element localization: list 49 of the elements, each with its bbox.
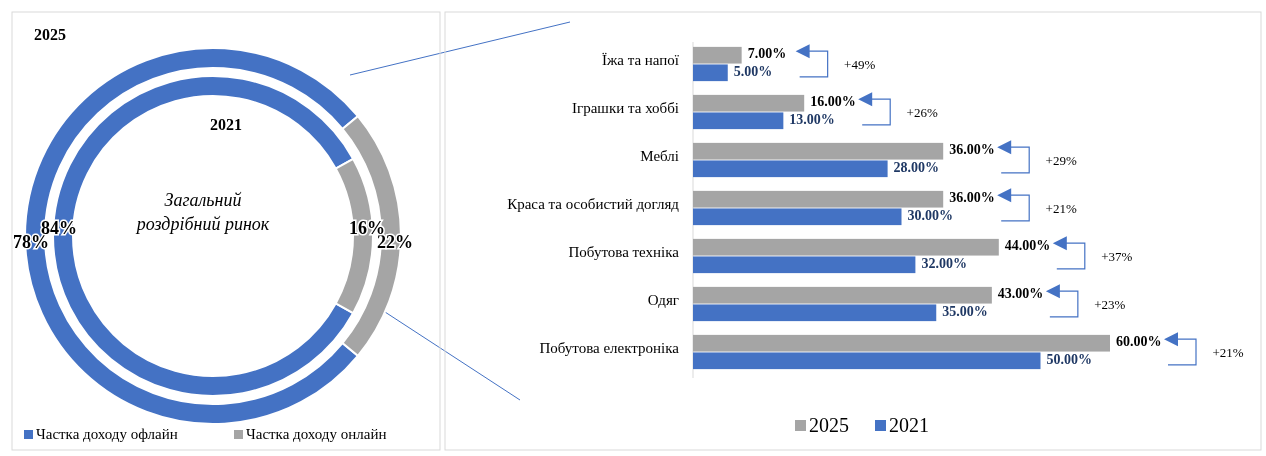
slice-label: 2025 — [34, 26, 66, 43]
bar — [693, 208, 902, 226]
legend-label: Частка доходу онлайн — [246, 426, 387, 442]
y-tick-label: Іграшки та хоббі — [572, 100, 679, 117]
annotation: +23% — [1094, 296, 1126, 312]
bar — [693, 286, 992, 304]
data-label: 28.00% — [893, 160, 940, 175]
text: +21% — [1212, 344, 1244, 360]
y-tick-label: Меблі — [640, 148, 679, 165]
data-label: 43.00% — [997, 286, 1044, 302]
y-tick-label: Побутова техніка — [568, 244, 680, 261]
annotation: +49% — [844, 56, 876, 72]
data-label: 50.00% — [1046, 352, 1092, 367]
bar — [693, 142, 944, 160]
y-tick-label: Краса та особистий догляд — [507, 196, 680, 213]
data-label: 7.00% — [747, 46, 787, 62]
annotation: +37% — [1101, 248, 1133, 264]
legend-label: 2021 — [889, 414, 929, 436]
bar — [693, 334, 1110, 352]
slice-label: 2021 — [210, 116, 242, 133]
bar — [693, 304, 937, 322]
annotation: +26% — [906, 104, 938, 120]
data-label: 13.00% — [789, 112, 835, 127]
data-label: 35.00% — [942, 304, 988, 319]
bar — [693, 94, 805, 112]
y-tick-label: Побутова електроніка — [539, 340, 680, 357]
annotation: +21% — [1045, 200, 1077, 216]
bar — [693, 160, 888, 178]
data-label: 60.00% — [1116, 334, 1162, 350]
bar — [693, 190, 944, 208]
data-label: 30.00% — [907, 208, 953, 223]
bar — [693, 352, 1041, 370]
data-label: 16.00% — [810, 94, 856, 110]
data-label: 5.00% — [733, 64, 773, 79]
bar — [693, 64, 728, 82]
text: Загальний роздрібний ринок — [134, 190, 270, 234]
y-tick-label: Їжа та напої — [601, 52, 680, 69]
y-tick-label: Одяг — [647, 292, 679, 309]
bar — [693, 112, 784, 130]
legend-label: 2025 — [809, 414, 849, 436]
bar — [693, 46, 742, 64]
bar — [693, 256, 916, 274]
data-label: 36.00% — [949, 190, 995, 206]
data-label: 36.00% — [949, 142, 995, 158]
bar — [693, 238, 999, 256]
annotation: +29% — [1045, 152, 1077, 168]
legend-label: Частка доходу офлайн — [36, 426, 178, 442]
data-label: 32.00% — [921, 256, 967, 271]
data-label: 44.00% — [1004, 238, 1051, 254]
